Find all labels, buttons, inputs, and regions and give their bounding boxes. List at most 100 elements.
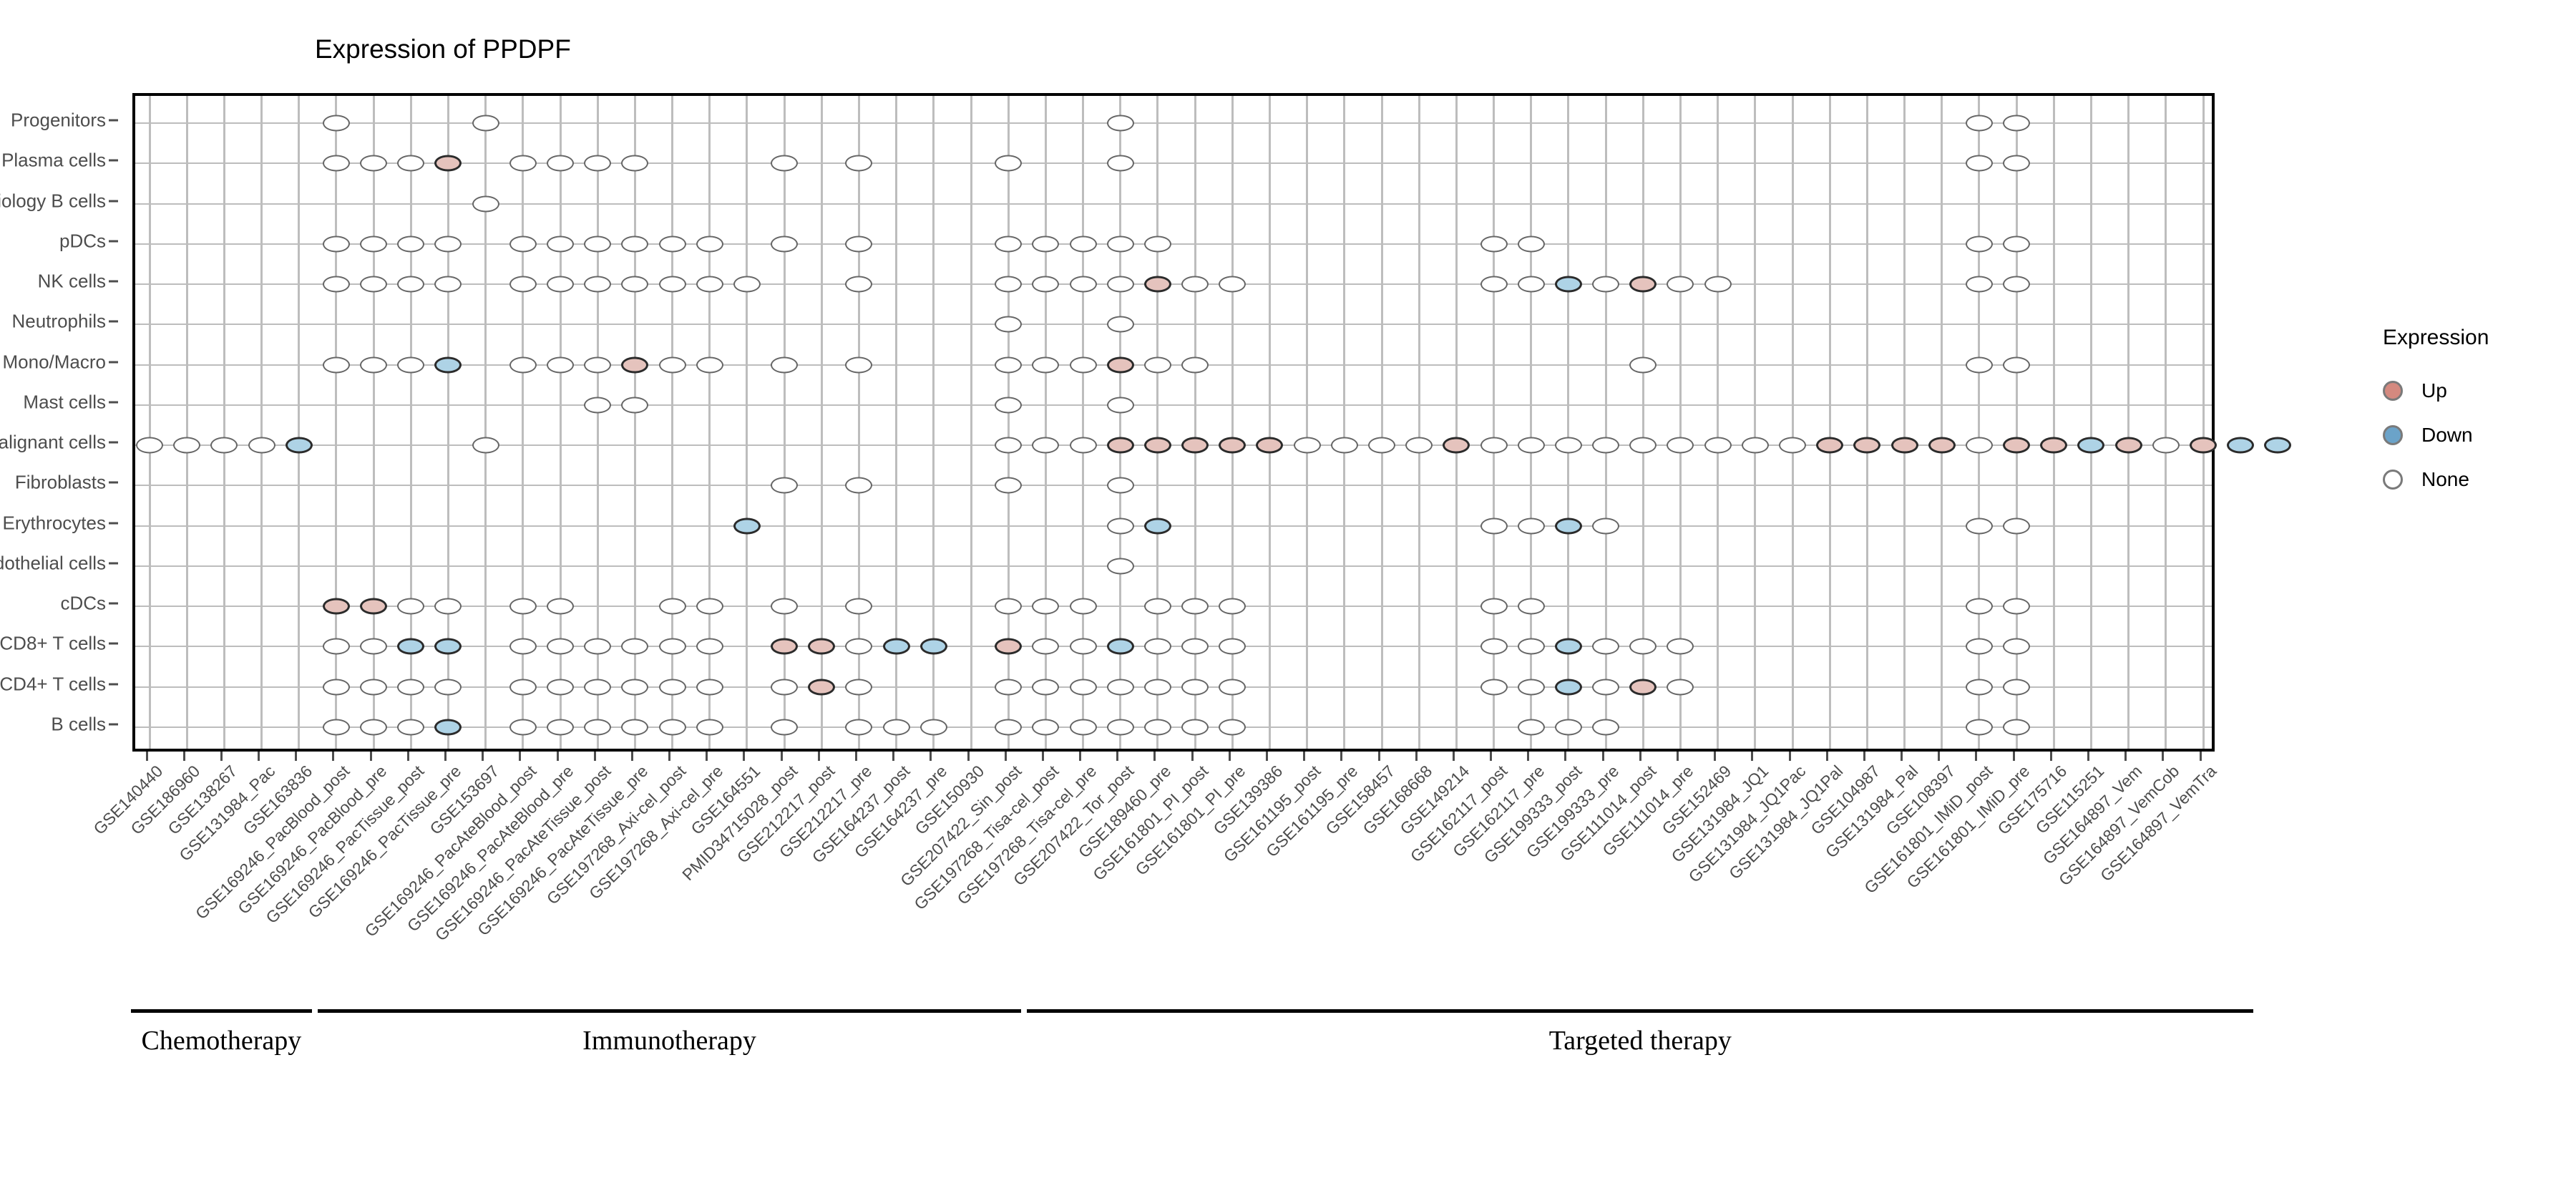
expression-dot[interactable] [509,638,537,655]
expression-dot[interactable] [1517,235,1545,253]
expression-dot[interactable] [210,437,238,454]
expression-dot[interactable] [1219,679,1246,696]
expression-dot[interactable] [845,477,873,494]
expression-dot[interactable] [808,679,836,696]
expression-dot[interactable] [1181,598,1209,615]
expression-dot[interactable] [1629,276,1657,293]
expression-dot[interactable] [285,437,313,454]
expression-dot[interactable] [472,115,499,132]
expression-dot[interactable] [1219,276,1246,293]
expression-dot[interactable] [2003,276,2031,293]
expression-dot[interactable] [995,316,1023,333]
expression-dot[interactable] [1592,719,1620,736]
expression-dot[interactable] [509,679,537,696]
expression-dot[interactable] [2040,437,2068,454]
expression-dot[interactable] [808,638,836,655]
expression-dot[interactable] [1629,437,1657,454]
expression-dot[interactable] [1106,679,1134,696]
expression-dot[interactable] [1181,679,1209,696]
expression-dot[interactable] [1106,638,1134,655]
expression-dot[interactable] [1106,316,1134,333]
expression-dot[interactable] [771,598,799,615]
expression-dot[interactable] [1965,115,1993,132]
expression-dot[interactable] [1443,437,1470,454]
expression-dot[interactable] [696,235,723,253]
expression-dot[interactable] [1106,719,1134,736]
expression-dot[interactable] [1592,638,1620,655]
expression-dot[interactable] [658,598,686,615]
expression-dot[interactable] [1480,235,1508,253]
expression-dot[interactable] [1032,235,1060,253]
expression-dot[interactable] [1667,437,1694,454]
expression-dot[interactable] [360,356,388,374]
expression-dot[interactable] [1554,638,1582,655]
expression-dot[interactable] [322,719,350,736]
expression-dot[interactable] [1032,679,1060,696]
expression-dot[interactable] [1032,638,1060,655]
expression-dot[interactable] [322,115,350,132]
expression-dot[interactable] [882,638,910,655]
expression-dot[interactable] [621,719,649,736]
expression-dot[interactable] [1517,679,1545,696]
expression-dot[interactable] [547,235,574,253]
expression-dot[interactable] [1704,437,1732,454]
expression-dot[interactable] [2003,679,2031,696]
expression-dot[interactable] [2003,356,2031,374]
expression-dot[interactable] [1368,437,1395,454]
expression-dot[interactable] [584,356,612,374]
expression-dot[interactable] [995,638,1023,655]
expression-dot[interactable] [1143,235,1171,253]
expression-dot[interactable] [509,719,537,736]
legend-item[interactable]: Down [2383,413,2569,457]
expression-dot[interactable] [1517,719,1545,736]
expression-dot[interactable] [1143,356,1171,374]
expression-dot[interactable] [1592,517,1620,535]
expression-dot[interactable] [1890,437,1918,454]
expression-dot[interactable] [397,719,425,736]
expression-dot[interactable] [696,679,723,696]
expression-dot[interactable] [1517,437,1545,454]
expression-dot[interactable] [547,356,574,374]
expression-dot[interactable] [1965,356,1993,374]
expression-dot[interactable] [771,679,799,696]
expression-dot[interactable] [1517,598,1545,615]
expression-dot[interactable] [658,679,686,696]
expression-dot[interactable] [1256,437,1284,454]
expression-dot[interactable] [584,276,612,293]
expression-dot[interactable] [845,276,873,293]
expression-dot[interactable] [1181,638,1209,655]
expression-dot[interactable] [322,235,350,253]
expression-dot[interactable] [1480,276,1508,293]
expression-dot[interactable] [1143,517,1171,535]
expression-dot[interactable] [1629,638,1657,655]
expression-dot[interactable] [1069,235,1097,253]
expression-dot[interactable] [1592,437,1620,454]
expression-dot[interactable] [621,638,649,655]
expression-dot[interactable] [1965,235,1993,253]
expression-dot[interactable] [733,276,761,293]
expression-dot[interactable] [1069,276,1097,293]
expression-dot[interactable] [845,356,873,374]
expression-dot[interactable] [1181,437,1209,454]
expression-dot[interactable] [397,356,425,374]
expression-dot[interactable] [1704,276,1732,293]
expression-dot[interactable] [2077,437,2105,454]
expression-dot[interactable] [1143,437,1171,454]
expression-dot[interactable] [1032,598,1060,615]
expression-dot[interactable] [2152,437,2180,454]
expression-dot[interactable] [1629,679,1657,696]
expression-dot[interactable] [434,235,462,253]
expression-dot[interactable] [658,719,686,736]
expression-dot[interactable] [658,356,686,374]
expression-dot[interactable] [995,598,1023,615]
expression-dot[interactable] [919,638,947,655]
expression-dot[interactable] [1069,638,1097,655]
expression-dot[interactable] [2264,437,2292,454]
expression-dot[interactable] [509,276,537,293]
expression-dot[interactable] [1779,437,1806,454]
expression-dot[interactable] [547,638,574,655]
expression-dot[interactable] [584,638,612,655]
expression-dot[interactable] [322,638,350,655]
expression-dot[interactable] [1069,437,1097,454]
expression-dot[interactable] [995,276,1023,293]
